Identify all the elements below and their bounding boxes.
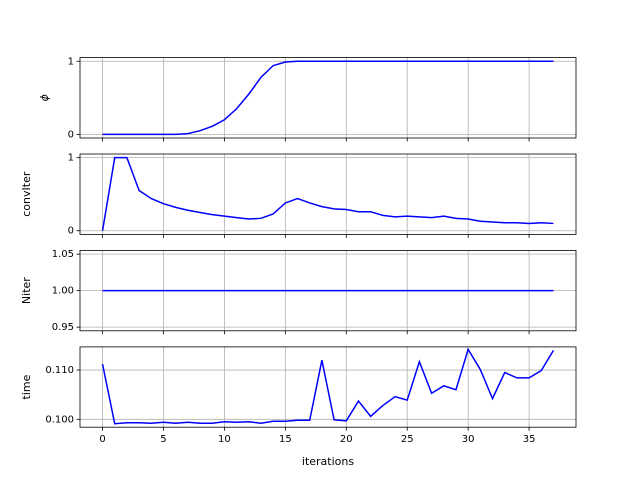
x-tick-label: 15 xyxy=(279,434,292,445)
y-axis-label: ϕ xyxy=(38,94,51,101)
y-axis-label: time xyxy=(20,374,33,399)
x-tick-label: 0 xyxy=(99,434,105,445)
y-tick-label: 0.95 xyxy=(52,322,74,333)
data-line xyxy=(101,156,554,231)
y-tick-label: 1 xyxy=(68,56,74,67)
y-tick-label: 0.110 xyxy=(45,365,74,376)
y-axis-label: Niter xyxy=(20,277,33,304)
x-tick-label: 20 xyxy=(340,434,353,445)
data-line xyxy=(101,347,555,425)
y-tick-label: 1.05 xyxy=(52,249,74,260)
y-tick-label: 0.100 xyxy=(45,414,74,425)
axes-frame xyxy=(79,153,577,235)
axes-frame xyxy=(79,250,577,332)
axes-frame xyxy=(79,57,577,139)
x-axis-label: iterations xyxy=(302,455,354,468)
x-tick-label: 5 xyxy=(160,434,166,445)
y-axis-label: convIter xyxy=(20,171,33,217)
y-tick-label: 1.00 xyxy=(52,286,74,297)
axes-frame xyxy=(79,346,577,428)
y-tick-label: 1 xyxy=(68,153,74,164)
x-tick-label: 25 xyxy=(401,434,414,445)
data-line xyxy=(102,60,554,136)
x-tick-label: 30 xyxy=(462,434,475,445)
x-tick-label: 10 xyxy=(218,434,231,445)
y-tick-label: 0 xyxy=(68,226,74,237)
x-tick-label: 35 xyxy=(523,434,536,445)
y-tick-label: 0 xyxy=(68,129,74,140)
